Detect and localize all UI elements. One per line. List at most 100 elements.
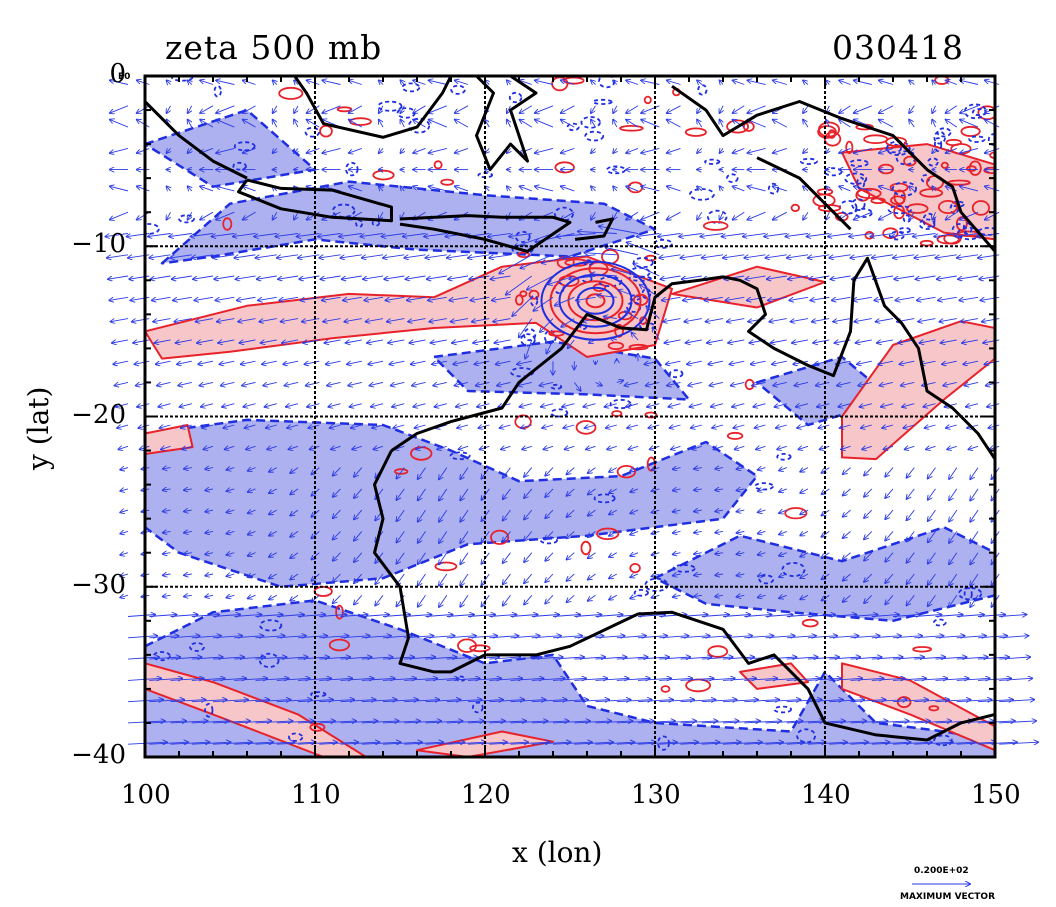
wind-vector xyxy=(907,573,915,584)
wind-vector xyxy=(960,147,979,153)
wind-vector xyxy=(275,233,299,237)
wind-vector xyxy=(439,509,448,522)
wind-vector xyxy=(489,742,528,744)
wind-vector xyxy=(346,339,362,343)
wind-vector xyxy=(744,678,777,680)
wind-vector xyxy=(339,233,362,237)
wind-vector xyxy=(568,339,575,348)
wind-vector xyxy=(680,700,716,702)
wind-vector xyxy=(503,531,511,541)
wind-vector xyxy=(277,254,299,258)
wind-vector xyxy=(604,317,617,319)
wind-vector xyxy=(391,382,405,385)
wind-vector xyxy=(216,296,235,300)
wind-vector xyxy=(701,678,735,680)
wind-vector xyxy=(506,275,533,295)
wind-vector xyxy=(877,339,894,343)
wind-vector xyxy=(670,425,681,428)
wind-vector xyxy=(561,105,575,113)
wind-vector xyxy=(970,531,979,543)
cyclone-contour xyxy=(540,260,651,341)
wind-vector xyxy=(439,488,448,501)
wind-vector xyxy=(702,254,724,258)
wind-vector xyxy=(348,382,362,385)
wind-vector xyxy=(333,509,341,518)
wind-vector xyxy=(307,105,320,113)
wind-vector xyxy=(561,186,575,192)
wind-vector xyxy=(213,254,235,258)
wind-vector xyxy=(946,80,957,85)
contour-blob xyxy=(628,266,651,279)
wind-vector xyxy=(248,468,256,471)
wind-vector xyxy=(850,678,884,680)
wind-vector xyxy=(850,636,880,638)
wind-vector xyxy=(396,552,405,564)
wind-vector xyxy=(404,657,435,659)
wind-vector xyxy=(779,531,787,534)
wind-vector xyxy=(641,80,660,85)
wind-vector xyxy=(588,488,596,495)
wind-vector xyxy=(520,254,554,268)
contour-blob xyxy=(653,238,673,249)
wind-vector xyxy=(248,510,256,513)
wind-vector xyxy=(269,488,278,493)
wind-vector xyxy=(694,595,702,596)
wind-vector xyxy=(935,254,957,258)
wind-vector xyxy=(342,275,362,279)
contour-blob xyxy=(641,288,652,300)
wind-vector xyxy=(928,531,936,542)
coastline-7 xyxy=(671,84,995,253)
wind-vector xyxy=(850,615,878,617)
coastline-10 xyxy=(906,755,909,757)
wind-vector xyxy=(850,254,872,258)
wind-vector xyxy=(299,275,320,279)
wind-vector xyxy=(932,80,935,84)
wind-vector xyxy=(467,615,495,617)
wind-vector xyxy=(694,468,702,469)
wind-vector xyxy=(269,594,278,599)
wind-vector xyxy=(308,425,320,428)
wind-vector xyxy=(349,105,363,113)
wind-vector xyxy=(708,361,724,364)
wind-vector xyxy=(333,488,341,497)
wind-vector xyxy=(970,488,979,501)
wind-vector xyxy=(756,446,766,449)
coastline-8 xyxy=(756,156,852,231)
wind-vector xyxy=(285,382,299,385)
negative-region-0 xyxy=(145,599,995,757)
wind-vector xyxy=(928,595,936,606)
wind-vector xyxy=(637,678,671,680)
wind-vector xyxy=(652,574,660,576)
wind-vector xyxy=(616,721,654,723)
wind-vector xyxy=(290,552,299,559)
wind-vector xyxy=(985,80,1000,85)
contour-blob xyxy=(888,230,905,241)
wind-vector xyxy=(520,186,532,192)
wind-vector xyxy=(194,296,214,300)
wind-vector xyxy=(330,425,341,428)
wind-vector xyxy=(507,80,511,84)
wind-vector xyxy=(917,296,936,300)
wind-vector xyxy=(641,105,660,113)
wind-vector xyxy=(715,489,724,490)
wind-vector xyxy=(182,446,192,449)
contour-blob xyxy=(204,702,214,718)
wind-vector xyxy=(137,105,150,113)
wind-vector xyxy=(428,296,447,300)
wind-vector xyxy=(616,678,650,680)
contour-blob xyxy=(522,328,537,342)
contour-blob xyxy=(784,507,808,520)
wind-vector xyxy=(720,120,724,128)
wind-vector xyxy=(829,254,851,258)
contour-blob xyxy=(919,239,934,247)
wind-vector xyxy=(850,742,890,744)
contour-blob xyxy=(898,227,911,234)
wind-vector xyxy=(871,615,899,617)
wind-vector xyxy=(935,615,963,617)
contour-blob xyxy=(213,85,222,98)
contour-blob xyxy=(927,157,939,167)
wind-vector xyxy=(773,186,787,192)
wind-vector xyxy=(970,509,979,522)
wind-vector xyxy=(543,446,554,449)
wind-vector xyxy=(892,615,920,617)
